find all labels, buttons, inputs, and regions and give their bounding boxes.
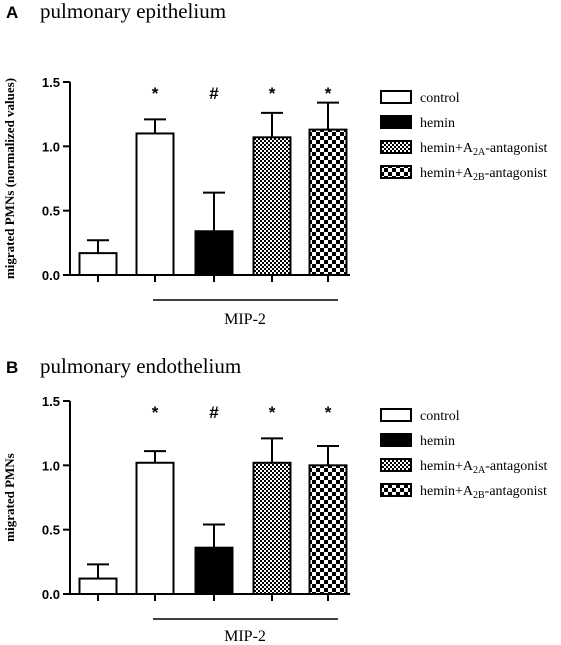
legend-swatch: [380, 408, 412, 422]
chart-title: pulmonary epithelium: [40, 0, 226, 23]
legend-label: hemin+A2B-antagonist: [420, 166, 547, 183]
significance-marker: *: [269, 403, 276, 422]
y-tick-label: 0.5: [42, 523, 60, 538]
y-tick-label: 1.5: [42, 75, 60, 90]
legend-swatch: [380, 165, 412, 179]
bar-a2b: [308, 464, 348, 596]
bar-a2a: [252, 461, 292, 596]
legend-swatch: [380, 483, 412, 497]
legend-label: control: [420, 91, 460, 106]
legend-label: control: [420, 409, 460, 424]
bar-a2b: [308, 128, 348, 276]
bar-unstim: [78, 252, 118, 276]
panel-letter: A: [6, 3, 18, 22]
significance-marker: *: [269, 84, 276, 103]
legend-swatch: [380, 140, 412, 154]
significance-marker: *: [325, 84, 332, 103]
y-axis-label: migrated PMNs (normalized values): [2, 78, 17, 279]
y-axis-label: migrated PMNs: [2, 453, 17, 541]
y-tick-label: 1.5: [42, 394, 60, 409]
legend-swatch: [380, 115, 412, 129]
legend-label: hemin+A2A-antagonist: [420, 459, 548, 476]
significance-marker: #: [209, 84, 219, 103]
significance-marker: *: [152, 84, 159, 103]
legend-label: hemin: [420, 434, 455, 449]
significance-marker: *: [325, 403, 332, 422]
chart-title: pulmonary endothelium: [40, 354, 241, 378]
bar-a2a: [252, 136, 292, 276]
bar-control: [135, 132, 175, 276]
y-tick-label: 1.0: [42, 458, 60, 473]
bar-control: [135, 461, 175, 596]
panel-letter: B: [6, 358, 18, 377]
significance-marker: #: [209, 403, 219, 422]
group-label: MIP-2: [224, 311, 266, 328]
legend-label: hemin: [420, 116, 455, 131]
significance-marker: *: [152, 403, 159, 422]
legend-label: hemin+A2A-antagonist: [420, 141, 548, 158]
bar-unstim: [78, 577, 118, 595]
legend-swatch: [380, 458, 412, 472]
y-tick-label: 0.0: [42, 587, 60, 602]
bar-hemin: [194, 546, 234, 595]
group-label: MIP-2: [224, 628, 266, 645]
legend-swatch: [380, 433, 412, 447]
y-tick-label: 0.5: [42, 204, 60, 219]
legend-swatch: [380, 90, 412, 104]
y-tick-label: 1.0: [42, 139, 60, 154]
legend-label: hemin+A2B-antagonist: [420, 484, 547, 501]
bar-hemin: [194, 230, 234, 276]
y-tick-label: 0.0: [42, 268, 60, 283]
